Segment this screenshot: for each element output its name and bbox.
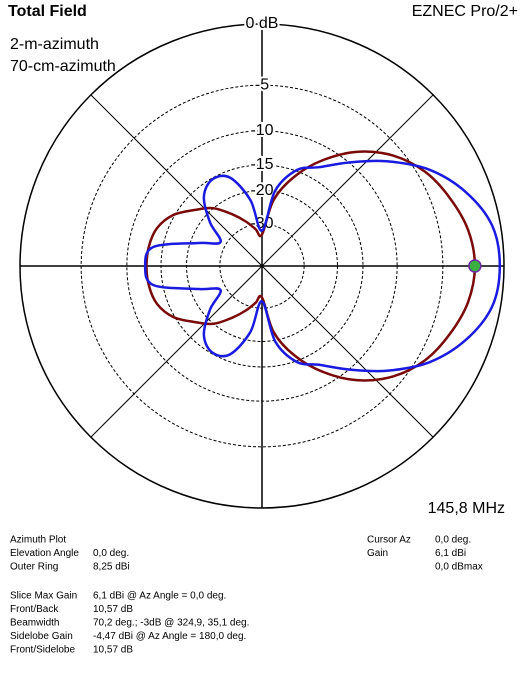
program-name: EZNEC Pro/2+: [412, 3, 518, 20]
info-label: Front/Sidelobe: [10, 645, 75, 656]
info-label: Sidelobe Gain: [10, 631, 73, 642]
info-value: 0,0 dBmax: [435, 562, 483, 573]
ring: [219, 223, 305, 309]
info-label: Slice Max Gain: [10, 591, 77, 602]
frequency: 145,8 MHz: [428, 500, 505, 517]
info-label: Azimuth Plot: [10, 535, 66, 546]
legend-entry: 70-cm-azimuth: [10, 58, 116, 75]
info-label: Gain: [367, 548, 388, 559]
info-value: 10,57 dB: [93, 645, 133, 656]
ring-label: -20: [250, 182, 273, 199]
info-value: -4,47 dBi @ Az Angle = 180,0 deg.: [93, 631, 246, 642]
info-value: 8,25 dBi: [93, 562, 130, 573]
info-value: 6,1 dBi @ Az Angle = 0,0 deg.: [93, 591, 226, 602]
ring: [19, 23, 505, 509]
ring-label: -5: [255, 76, 269, 93]
info-label: Outer Ring: [10, 562, 58, 573]
info-value: 6,1 dBi: [435, 548, 466, 559]
info-value: 0,0 deg.: [93, 548, 129, 559]
info-value: 0,0 deg.: [435, 535, 471, 546]
info-label: Beamwidth: [10, 618, 59, 629]
ring: [186, 190, 338, 342]
ring-label: -10: [250, 122, 273, 139]
ring: [80, 84, 444, 448]
legend-entry: 2-m-azimuth: [10, 36, 99, 53]
cursor-marker: [468, 259, 482, 273]
ring-label: -15: [250, 156, 273, 173]
ring: [126, 130, 398, 402]
info-label: Elevation Angle: [10, 548, 79, 559]
pattern-line: [143, 159, 502, 373]
ring: [160, 164, 364, 368]
ring-label: 0 dB: [246, 15, 279, 32]
pattern-line: [145, 150, 477, 382]
info-label: Front/Back: [10, 604, 59, 615]
info-value: 10,57 dB: [93, 604, 133, 615]
info-label: Cursor Az: [367, 535, 411, 546]
info-value: 70,2 deg.; -3dB @ 324,9, 35,1 deg.: [93, 618, 249, 629]
chart-title: Total Field: [8, 3, 87, 20]
